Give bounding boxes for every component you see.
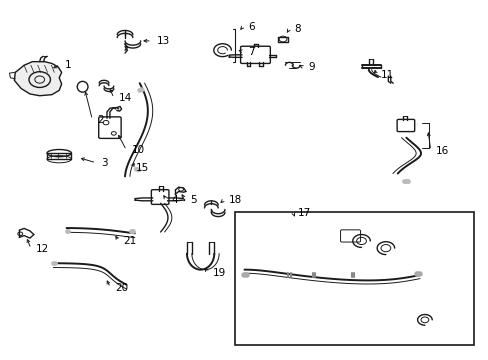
- Text: 15: 15: [136, 163, 149, 173]
- Text: 10: 10: [131, 145, 144, 155]
- Text: 20: 20: [115, 283, 128, 293]
- Text: 13: 13: [157, 36, 170, 46]
- Text: 21: 21: [123, 236, 137, 246]
- Text: 2: 2: [97, 115, 103, 125]
- Text: 16: 16: [435, 145, 448, 156]
- Text: 8: 8: [294, 24, 300, 34]
- Text: 1: 1: [65, 59, 72, 69]
- Text: 17: 17: [298, 208, 311, 218]
- Text: 6: 6: [247, 22, 254, 32]
- Polygon shape: [14, 62, 61, 96]
- Text: 18: 18: [228, 195, 242, 205]
- Text: 4: 4: [171, 195, 178, 205]
- Text: 11: 11: [380, 70, 393, 80]
- Text: 7: 7: [247, 46, 254, 57]
- Text: 9: 9: [307, 62, 314, 72]
- Text: 14: 14: [119, 93, 132, 103]
- Text: 12: 12: [36, 244, 49, 254]
- Text: 19: 19: [212, 267, 225, 278]
- Text: 5: 5: [189, 195, 196, 205]
- Bar: [234, 212, 473, 345]
- Text: 3: 3: [101, 158, 107, 168]
